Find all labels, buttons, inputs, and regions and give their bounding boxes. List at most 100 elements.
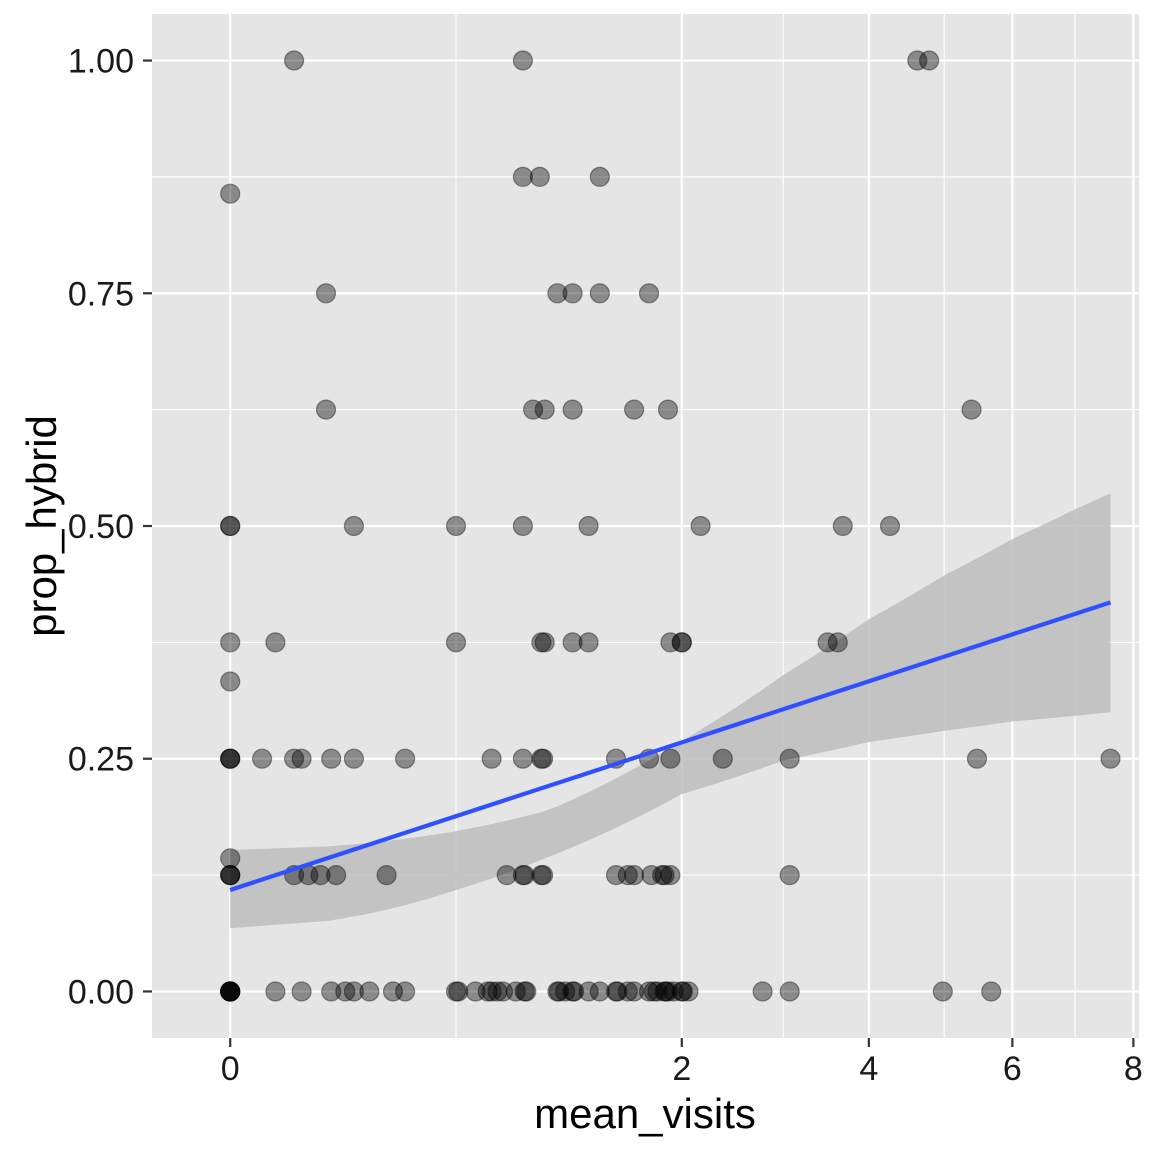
data-point <box>562 632 583 653</box>
data-point <box>547 283 568 304</box>
data-point <box>617 981 638 1002</box>
data-point <box>638 981 660 1002</box>
data-point <box>220 183 241 204</box>
data-point <box>445 981 467 1002</box>
data-point <box>252 748 273 769</box>
data-point <box>395 748 416 769</box>
data-point <box>655 981 676 1002</box>
data-point <box>492 981 514 1002</box>
data-point <box>547 981 568 1002</box>
data-point <box>589 283 610 304</box>
data-point <box>647 981 668 1002</box>
data-point <box>512 50 534 71</box>
confidence-band <box>230 493 1111 929</box>
data-point <box>654 981 675 1002</box>
data-point <box>607 981 628 1002</box>
data-point <box>817 632 838 653</box>
data-point <box>512 864 534 886</box>
y-tick-label: 1.00 <box>68 43 134 81</box>
data-point <box>220 981 241 1002</box>
data-point <box>291 981 312 1002</box>
data-point <box>220 864 241 886</box>
data-point <box>321 748 342 769</box>
data-point <box>907 50 928 71</box>
data-point <box>220 515 241 537</box>
data-point <box>382 981 404 1002</box>
data-point <box>512 748 534 769</box>
data-point <box>562 399 583 420</box>
data-point <box>1100 748 1121 769</box>
data-point <box>496 864 517 886</box>
data-point <box>448 981 469 1002</box>
data-point <box>220 981 241 1002</box>
data-point <box>531 632 552 653</box>
data-point <box>220 864 241 886</box>
data-point <box>343 981 364 1002</box>
data-point <box>779 748 800 769</box>
data-point <box>562 283 583 304</box>
data-point <box>284 50 305 71</box>
data-point <box>487 981 508 1002</box>
data-point <box>265 981 286 1002</box>
x-axis-title: mean_visits <box>534 1090 756 1137</box>
data-point <box>220 632 241 653</box>
data-point <box>343 748 364 769</box>
data-point <box>532 864 554 886</box>
data-point <box>657 399 679 420</box>
data-point <box>529 166 550 187</box>
data-point <box>220 981 241 1002</box>
data-point <box>589 981 610 1002</box>
data-point <box>589 166 610 187</box>
data-point <box>605 981 627 1002</box>
data-point <box>531 748 552 769</box>
x-tick-labels: 0 2 4 6 8 <box>221 1050 1143 1088</box>
data-point <box>284 748 305 769</box>
data-point <box>966 748 988 769</box>
data-point <box>671 632 692 653</box>
data-point <box>220 748 241 769</box>
data-point <box>827 632 848 653</box>
data-point <box>220 981 241 1002</box>
data-point <box>641 864 662 886</box>
data-point <box>359 981 380 1002</box>
data-point <box>220 848 241 869</box>
data-point <box>310 864 331 886</box>
data-point <box>265 632 286 653</box>
data-point <box>638 283 660 304</box>
data-point <box>534 632 555 653</box>
y-tick-label: 0.00 <box>68 973 134 1011</box>
x-tick-label: 2 <box>672 1050 691 1088</box>
data-point <box>712 748 733 769</box>
data-point <box>531 864 552 886</box>
data-point <box>663 981 684 1002</box>
data-point <box>678 981 699 1002</box>
data-point <box>918 50 940 71</box>
data-point <box>548 981 570 1002</box>
data-point <box>623 399 645 420</box>
data-point <box>981 981 1002 1002</box>
data-point <box>660 864 681 886</box>
data-point <box>522 399 544 420</box>
data-point <box>623 981 645 1002</box>
y-tick-label: 0.75 <box>68 275 134 313</box>
data-point <box>395 981 416 1002</box>
data-point <box>671 632 692 653</box>
data-point <box>534 399 555 420</box>
grid-major <box>152 14 1139 1038</box>
y-tick-labels: 0.00 0.25 0.50 0.75 1.00 <box>68 43 134 1012</box>
data-point <box>652 864 673 886</box>
data-point <box>657 981 679 1002</box>
data-point <box>220 981 241 1002</box>
data-point <box>578 632 599 653</box>
data-point <box>335 981 356 1002</box>
data-point <box>532 748 554 769</box>
data-point <box>961 399 982 420</box>
data-point <box>220 671 241 692</box>
x-tick-label: 0 <box>221 1050 240 1088</box>
data-point <box>605 864 627 886</box>
data-point <box>514 981 535 1002</box>
data-point <box>512 515 534 537</box>
data-point <box>376 864 397 886</box>
y-tick-label: 0.50 <box>68 508 134 546</box>
data-point <box>505 981 526 1002</box>
